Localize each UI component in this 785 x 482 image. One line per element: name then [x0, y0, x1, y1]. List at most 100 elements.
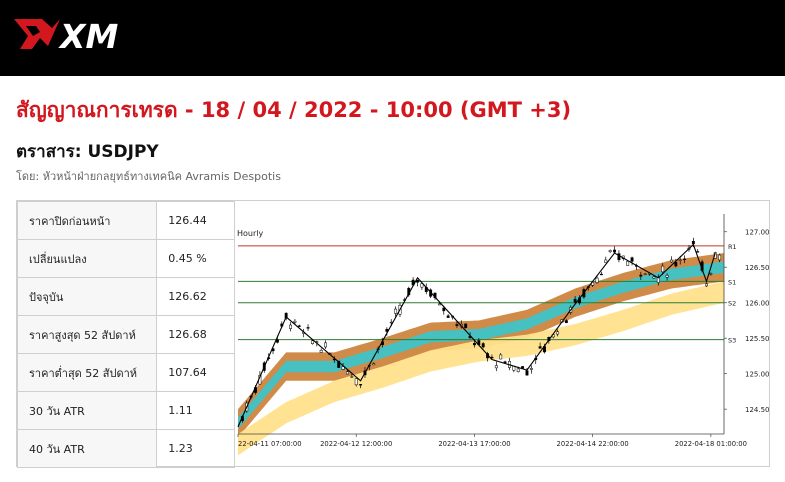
candle-body [503, 361, 507, 363]
table-row: ราคาปิดก่อนหน้า 126.44 [16, 201, 235, 240]
candle-body [613, 249, 616, 253]
candle-body [437, 303, 441, 306]
candle-body [599, 273, 603, 276]
candle-body [678, 259, 682, 261]
y-tick-label: 127.00 [745, 229, 770, 237]
trend-band-2 [238, 281, 724, 456]
candle-body [595, 277, 599, 283]
candle-body [538, 346, 542, 349]
candle-body [354, 378, 358, 386]
logo-wordmark: XM [58, 17, 118, 52]
candle-body [310, 340, 314, 344]
candle-body [529, 368, 533, 370]
stat-label: ราคาสูงสุด 52 สัปดาห์ [16, 315, 158, 354]
candle-body [683, 258, 687, 260]
level-label-s3: S3 [728, 337, 736, 345]
candle-body [696, 251, 700, 253]
candle-body [639, 274, 643, 277]
table-row: เปลี่ยนแปลง 0.45 % [16, 239, 235, 278]
candle-body [630, 257, 634, 262]
y-tick-label: 125.50 [745, 335, 770, 343]
candle-body [665, 275, 669, 278]
candle-body [472, 343, 476, 346]
stat-value: 0.45 % [156, 239, 235, 278]
level-label-s1: S1 [728, 278, 736, 286]
instrument-heading: ตราสาร: USDJPY [16, 142, 159, 162]
candle-body [337, 360, 341, 368]
trend-band-1 [238, 261, 724, 430]
stat-label: ราคาต่ำสุด 52 สัปดาห์ [16, 353, 158, 392]
candle-body [604, 259, 608, 263]
page-title: สัญญาณการเทรด - 18 / 04 / 2022 - 10:00 (… [16, 98, 572, 122]
candle-body [442, 307, 446, 312]
candle-body [691, 240, 695, 245]
stat-label: เปลี่ยนแปลง [16, 239, 158, 278]
level-label-r1: R1 [728, 243, 737, 251]
y-tick-label: 125.00 [745, 371, 770, 379]
table-row: ราคาต่ำสุด 52 สัปดาห์ 107.64 [16, 353, 235, 392]
candle-body [705, 283, 708, 287]
stats-table: ราคาปิดก่อนหน้า 126.44 เปลี่ยนแปลง 0.45 % … [16, 201, 235, 468]
candle-body [446, 315, 450, 318]
candle-body [564, 320, 568, 323]
candle-body [319, 350, 323, 353]
stat-value: 1.23 [156, 429, 235, 468]
candle-body [416, 279, 419, 283]
candle-body [494, 365, 498, 369]
zigzag-line [237, 243, 716, 428]
candle-body [324, 342, 328, 348]
candle-body [297, 325, 301, 327]
stat-value: 126.44 [156, 201, 235, 240]
candle-body [674, 261, 678, 267]
x-tick-label: 2022-04-18 01:00:00 [675, 440, 747, 448]
stat-label: ปัจจุบัน [16, 277, 158, 316]
candle-body [481, 343, 485, 348]
stat-label: ราคาปิดก่อนหน้า [16, 201, 158, 240]
brand-header-bar: XM [0, 0, 785, 76]
candle-body [626, 261, 630, 266]
candle-body [608, 250, 612, 253]
candle-body [718, 254, 722, 261]
x-tick-label: 22-04-11 07:00:00 [238, 440, 302, 448]
candle-body [359, 384, 363, 386]
candle-body [289, 324, 292, 329]
table-row: 40 วัน ATR 1.23 [16, 429, 235, 468]
candle-body [516, 368, 520, 372]
stat-value: 126.62 [156, 277, 235, 316]
candle-body [394, 308, 398, 314]
stat-label: 40 วัน ATR [16, 429, 158, 468]
candle-body [499, 354, 503, 360]
table-row: 30 วัน ATR 1.11 [16, 391, 235, 430]
candle-body [661, 265, 665, 273]
stat-value: 107.64 [156, 353, 235, 392]
y-tick-label: 126.50 [745, 264, 770, 272]
candle-body [420, 283, 424, 288]
x-tick-label: 2022-04-13 17:00:00 [438, 440, 510, 448]
stat-label: 30 วัน ATR [16, 391, 158, 430]
candle-body [521, 366, 525, 369]
candle-body [573, 298, 577, 303]
candle-body [372, 363, 376, 366]
price-chart: Hourly R1 S1 S2 S3 124.50 125.00 125.50 126.00 12… [237, 214, 770, 456]
xm-logo[interactable]: XM [14, 16, 134, 52]
candle-body [306, 327, 310, 329]
stat-value: 1.11 [156, 391, 235, 430]
candle-body [350, 376, 354, 378]
x-tick-label: 2022-04-14 22:00:00 [557, 440, 629, 448]
candle-body [643, 273, 647, 275]
table-row: ปัจจุบัน 126.62 [16, 277, 235, 316]
candle-body [284, 312, 288, 319]
author-byline: โดย: หัวหน้าฝ่ายกลยุทธ์ทางเทคนิค Avramis… [16, 170, 281, 183]
signal-panel: ราคาปิดก่อนหน้า 126.44 เปลี่ยนแปลง 0.45 % … [16, 200, 770, 468]
candle-body [525, 370, 529, 376]
candle-body [670, 259, 673, 263]
candle-body [709, 273, 713, 275]
candle-body [341, 366, 345, 370]
level-label-s2: S2 [728, 300, 736, 308]
chart-timeframe-label: Hourly [237, 229, 263, 238]
y-tick-label: 124.50 [745, 406, 770, 414]
candle-body [464, 323, 468, 329]
x-tick-label: 2022-04-12 12:00:00 [320, 440, 392, 448]
stat-value: 126.68 [156, 315, 235, 354]
candle-body [346, 371, 349, 375]
